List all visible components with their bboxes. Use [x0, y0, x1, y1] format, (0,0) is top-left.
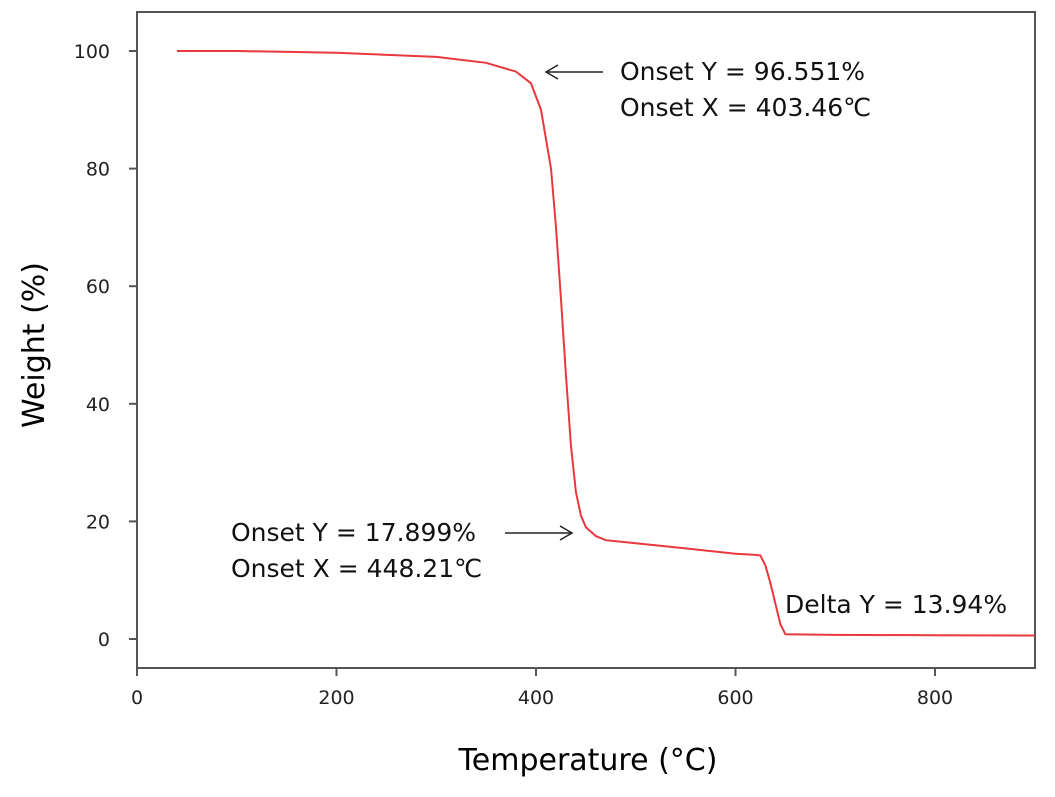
- x-tick-label: 0: [131, 687, 143, 709]
- y-tick-label: 0: [98, 629, 110, 651]
- annotation-delta: Delta Y = 13.94%: [785, 590, 1007, 619]
- arrow-right-head: [559, 525, 574, 541]
- annotation-text: Delta Y = 13.94%: [785, 590, 1007, 619]
- annotation-text: Onset X = 403.46℃: [620, 93, 871, 122]
- x-tick-label: 400: [518, 687, 554, 709]
- annotation-text: Onset X = 448.21℃: [231, 554, 482, 583]
- y-tick-label: 80: [86, 159, 110, 181]
- y-tick-label: 60: [86, 276, 110, 298]
- annotation-text: Onset Y = 96.551%: [620, 57, 865, 86]
- arrow-left-head: [544, 64, 559, 80]
- annotation-text: Onset Y = 17.899%: [231, 518, 476, 547]
- x-tick-label: 600: [717, 687, 753, 709]
- x-axis-label: Temperature (°C): [458, 743, 718, 778]
- y-axis-label: Weight (%): [17, 262, 52, 428]
- x-tick-label: 200: [318, 687, 354, 709]
- annotation-onset-2: Onset Y = 17.899% Onset X = 448.21℃: [231, 518, 574, 583]
- y-tick-label: 20: [86, 511, 110, 533]
- weight-curve: [176, 50, 1035, 637]
- y-tick-label: 100: [74, 41, 110, 63]
- x-tick-label: 800: [917, 687, 953, 709]
- annotation-onset-1: Onset Y = 96.551% Onset X = 403.46℃: [544, 57, 871, 122]
- y-tick-label: 40: [86, 394, 110, 416]
- plot-frame: [136, 11, 1036, 669]
